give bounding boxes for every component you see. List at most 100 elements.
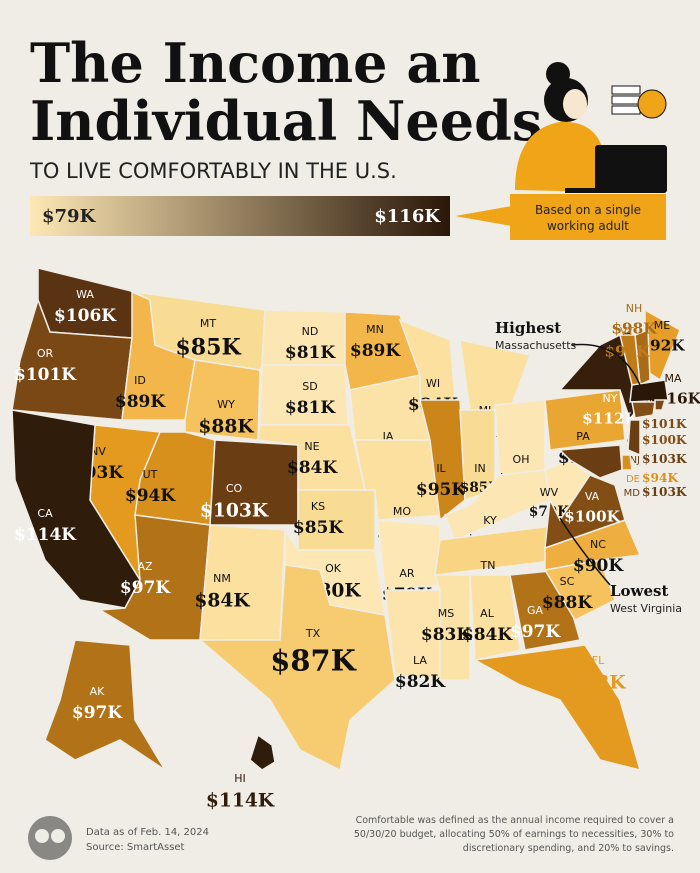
state-abbr: SC <box>560 575 575 588</box>
state-value: $84K <box>462 625 513 645</box>
state-abbr: AZ <box>137 560 153 573</box>
state-abbr: ND <box>302 325 319 338</box>
state-abbr: MA <box>664 372 681 385</box>
state <box>627 419 641 457</box>
state <box>621 454 633 471</box>
state-value: $103K <box>642 452 687 466</box>
state-value: $98K <box>611 320 657 338</box>
state-abbr: NE <box>304 440 319 453</box>
state-abbr: TX <box>305 627 321 640</box>
state-value: $88K <box>542 593 593 613</box>
callout-text: Based on a single <box>535 203 641 217</box>
state-abbr: IN <box>474 462 485 475</box>
callout-pointer <box>455 206 512 226</box>
state-value: $114K <box>14 525 77 545</box>
lowest-arrow <box>559 517 611 586</box>
state-abbr: KS <box>311 500 325 513</box>
highest-arrow <box>571 343 641 386</box>
state-value: $85K <box>293 518 344 538</box>
state-abbr: CA <box>37 507 53 520</box>
state <box>469 574 521 661</box>
state-abbr: WA <box>76 288 94 301</box>
state-value: $89K <box>350 341 401 361</box>
state-abbr: ID <box>134 374 146 387</box>
annotation-text: West Virginia <box>610 602 682 615</box>
state-abbr: NJ <box>630 455 640 466</box>
state-value: $101K <box>14 365 77 385</box>
state-value: $88K <box>198 416 254 438</box>
state-value: $81K <box>285 343 336 363</box>
state-value: $84K <box>287 458 338 478</box>
state-abbr: TN <box>480 559 496 572</box>
state-abbr: ME <box>654 319 670 332</box>
state-value: $97K <box>72 703 123 723</box>
state-abbr: CO <box>226 482 243 495</box>
state <box>44 639 166 771</box>
footer-note: Comfortable was defined as the annual in… <box>356 815 674 826</box>
state-abbr: MN <box>366 323 384 336</box>
logo <box>28 816 72 860</box>
state-value: $94K <box>642 471 678 485</box>
state-value: $89K <box>115 392 166 412</box>
callout-text: working adult <box>547 219 629 233</box>
state-value: $96K <box>604 343 650 361</box>
annotation-title: Lowest <box>610 582 668 600</box>
state-abbr: NH <box>626 302 643 315</box>
legend-gradient <box>30 196 450 236</box>
state-abbr: SD <box>302 380 317 393</box>
state <box>197 564 396 772</box>
state-abbr: GA <box>527 604 544 617</box>
title-line: The Income an <box>30 31 481 95</box>
title-line: Individual Needs <box>30 89 542 153</box>
state-value: $97K <box>510 622 561 642</box>
state-abbr: WV <box>540 486 559 499</box>
illustration <box>515 62 667 193</box>
state-value: $87K <box>270 644 356 678</box>
state-abbr: NM <box>213 572 231 585</box>
state-value: $85K <box>175 335 241 361</box>
state-abbr: HI <box>234 772 246 785</box>
state <box>544 389 626 451</box>
state-value: $97K <box>120 578 171 598</box>
state-value: $94K <box>125 486 176 506</box>
state-abbr: IA <box>383 430 394 443</box>
state-abbr: VA <box>585 490 600 503</box>
state-value: $100K <box>642 433 687 447</box>
legend-min: $79K <box>42 206 97 227</box>
state-abbr: NC <box>590 538 606 551</box>
callout-box <box>510 194 666 240</box>
state-value: $92K <box>639 337 685 355</box>
state <box>629 379 669 403</box>
state-value: $82K <box>395 672 446 692</box>
state-abbr: OR <box>37 347 54 360</box>
state-value: $114K <box>206 790 275 812</box>
map: WA $106K OR $101K ID $89K MT $85K ND $81K SD $81K WY… <box>11 267 700 812</box>
subtitle: TO LIVE COMFORTABLY IN THE U.S. <box>29 159 397 183</box>
state-abbr: KY <box>483 514 497 527</box>
state <box>558 444 623 479</box>
state-value: $83K <box>421 625 472 645</box>
state-abbr: NY <box>603 392 618 405</box>
state-value: $112K <box>582 410 639 428</box>
state-abbr: PA <box>576 430 590 443</box>
state-value: $95K <box>416 480 467 500</box>
state-abbr: VT <box>620 325 635 338</box>
state-abbr: FL <box>592 654 605 667</box>
annotation-title: Highest <box>495 319 561 337</box>
state-abbr: UT <box>143 468 158 481</box>
state <box>433 574 471 681</box>
state <box>249 733 276 771</box>
state-value: $103K <box>200 500 269 522</box>
state-abbr: MD <box>624 488 641 499</box>
state-value: $101K <box>642 417 687 431</box>
state-abbr: OH <box>513 453 530 466</box>
state <box>631 401 656 419</box>
state <box>184 359 261 441</box>
state-abbr: DE <box>626 474 640 485</box>
legend-max: $116K <box>374 206 441 227</box>
state-abbr: OK <box>325 562 342 575</box>
state <box>472 644 642 772</box>
state-abbr: MO <box>393 505 411 518</box>
state <box>544 474 626 550</box>
